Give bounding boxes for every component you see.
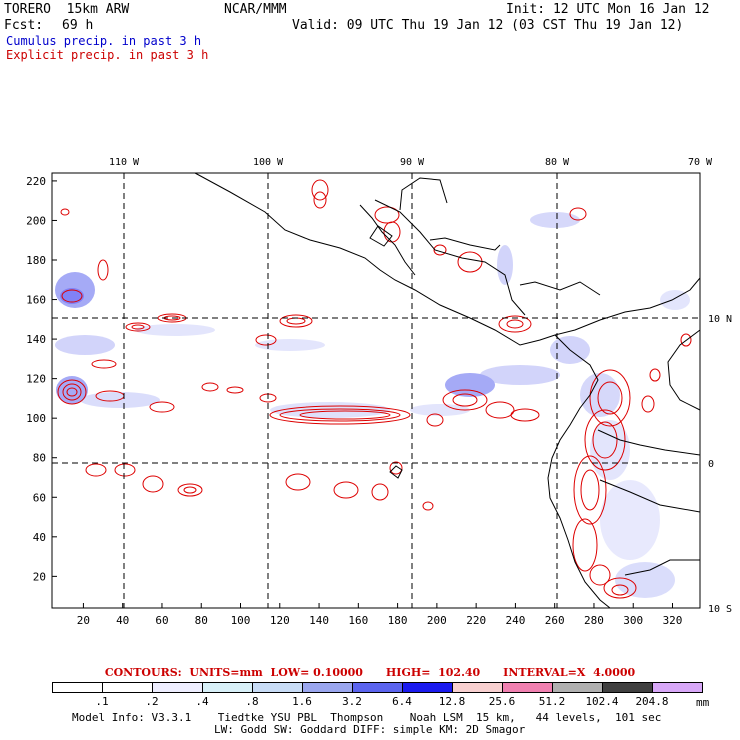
x-tick-label: 280 [584, 614, 604, 627]
colorbar-swatch [102, 682, 153, 693]
y-tick-label: 40 [33, 531, 46, 544]
x-tick-label: 320 [663, 614, 683, 627]
longitude-label: 90 W [400, 157, 425, 168]
colorbar-swatch [252, 682, 303, 693]
forecast-label: Fcst: [4, 18, 44, 33]
y-axis-labels: 220 200 180 160 140 120 100 80 60 40 20 [26, 175, 46, 583]
x-axis-labels: 20 40 60 80 100 120 140 160 180 200 220 240 260 280 30… [77, 614, 683, 627]
y-tick-label: 80 [33, 452, 46, 465]
latitude-label: 10 S [708, 604, 732, 615]
x-tick-label: 240 [505, 614, 525, 627]
y-tick-label: 160 [26, 294, 46, 307]
colorbar-swatch [452, 682, 503, 693]
model-title: TORERO 15km ARW [4, 2, 130, 17]
colorbar-label: .4 [195, 695, 209, 708]
x-tick-label: 180 [388, 614, 408, 627]
colorbar-label: 1.6 [292, 695, 312, 708]
y-tick-label: 180 [26, 254, 46, 267]
cumulus-legend: Cumulus precip. in past 3 h [6, 34, 202, 48]
axis-ticks [52, 180, 674, 608]
latitude-label: 10 N [708, 314, 732, 325]
x-tick-label: 20 [77, 614, 90, 627]
x-tick-label: 60 [155, 614, 168, 627]
y-tick-label: 60 [33, 491, 46, 504]
x-tick-label: 100 [231, 614, 251, 627]
latitude-label: 0 [708, 459, 714, 470]
lat-lon-grid [52, 173, 700, 608]
valid-time: Valid: 09 UTC Thu 19 Jan 12 (03 CST Thu … [292, 18, 684, 33]
colorbar-label: 3.2 [342, 695, 362, 708]
colorbar-label: 204.8 [635, 695, 669, 708]
explicit-legend: Explicit precip. in past 3 h [6, 48, 209, 62]
colorbar-swatch [552, 682, 603, 693]
colorbar-swatch [352, 682, 403, 693]
colorbar-units: mm [696, 696, 710, 709]
colorbar-swatch [152, 682, 203, 693]
x-tick-label: 220 [466, 614, 486, 627]
colorbar-swatch [302, 682, 353, 693]
init-time: Init: 12 UTC Mon 16 Jan 12 [506, 2, 710, 17]
colorbar-label: .2 [145, 695, 159, 708]
center-label: NCAR/MMM [224, 2, 287, 17]
x-tick-label: 80 [195, 614, 208, 627]
contour-info: CONTOURS: UNITS=mm LOW= 0.10000 HIGH= 10… [104, 666, 636, 679]
y-tick-label: 100 [26, 412, 46, 425]
y-tick-label: 20 [33, 570, 46, 583]
y-tick-label: 220 [26, 175, 46, 188]
model-info: Model Info: V3.3.1 Tiedtke YSU PBL Thomp… [72, 711, 662, 724]
explicit-precip-contours [57, 179, 692, 599]
x-tick-label: 260 [545, 614, 565, 627]
longitude-label: 110 W [109, 157, 140, 168]
colorbar-swatch [402, 682, 453, 693]
colorbar-label: 6.4 [392, 695, 412, 708]
forecast-hour: 69 h [62, 18, 94, 33]
physics-info: LW: Godd SW: Goddard DIFF: simple KM: 2D… [214, 723, 526, 736]
x-tick-label: 160 [348, 614, 368, 627]
longitude-label: 70 W [688, 157, 713, 168]
colorbar-label: 51.2 [538, 695, 566, 708]
y-tick-label: 140 [26, 333, 46, 346]
colorbar-label: 102.4 [585, 695, 619, 708]
colorbar-swatch [202, 682, 253, 693]
x-tick-label: 40 [116, 614, 129, 627]
map-frame [51, 172, 701, 609]
x-tick-label: 300 [623, 614, 643, 627]
colorbar-swatch [52, 682, 103, 693]
colorbar-label: .1 [95, 695, 109, 708]
colorbar-label: 12.8 [438, 695, 466, 708]
x-tick-label: 120 [270, 614, 290, 627]
colorbar-label: .8 [245, 695, 259, 708]
longitude-label: 100 W [253, 157, 284, 168]
colorbar-swatch [652, 682, 703, 693]
x-tick-label: 200 [427, 614, 447, 627]
y-tick-label: 120 [26, 373, 46, 386]
colorbar-swatch [602, 682, 653, 693]
longitude-labels: 110 W 100 W 90 W 80 W 70 W [109, 157, 713, 168]
colorbar-swatch [502, 682, 553, 693]
x-tick-label: 140 [309, 614, 329, 627]
y-tick-label: 200 [26, 214, 46, 227]
coastlines [194, 172, 701, 609]
colorbar-label: 25.6 [488, 695, 516, 708]
longitude-label: 80 W [545, 157, 570, 168]
cumulus-precip-shading [55, 212, 690, 598]
latitude-labels: 10 N 0 10 S [708, 314, 732, 615]
